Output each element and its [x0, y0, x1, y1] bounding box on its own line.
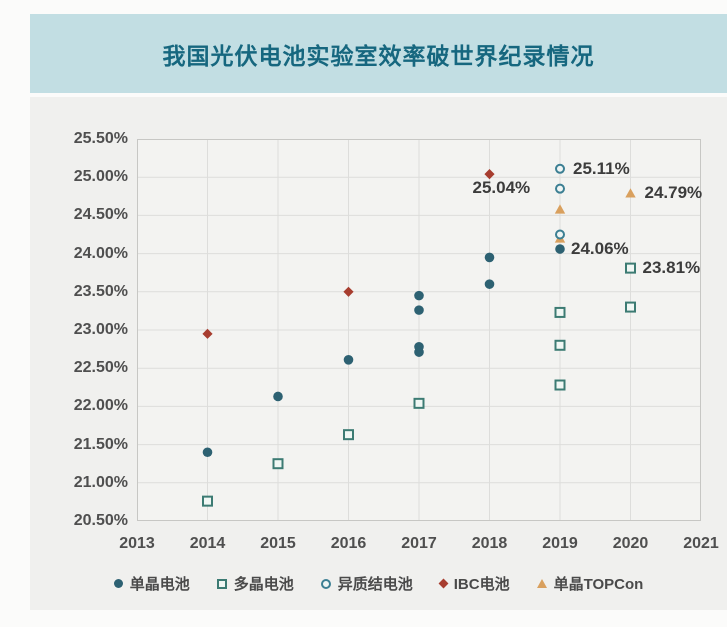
y-axis-tick: 25.00% — [73, 168, 128, 186]
filled-diamond-icon — [438, 578, 449, 589]
y-axis-tick: 24.00% — [73, 244, 128, 262]
point-mono — [343, 354, 354, 365]
point-poly — [625, 301, 636, 313]
plot-border — [137, 139, 701, 521]
legend-item-poly: 多晶电池 — [216, 573, 294, 594]
point-mono — [555, 244, 565, 254]
point-mono — [484, 279, 495, 289]
legend-item-hjt: 异质结电池 — [320, 573, 413, 594]
y-axis-tick: 21.50% — [73, 435, 128, 453]
chart-title-band: 我国光伏电池实验室效率破世界纪录情况 — [30, 14, 727, 93]
point-mono — [202, 447, 213, 458]
point-hjt — [555, 163, 565, 174]
legend-label: 单晶TOPCon — [553, 576, 644, 593]
x-axis-tick: 2013 — [119, 535, 155, 552]
open-square-icon — [216, 578, 227, 589]
open-circle-icon — [320, 578, 331, 589]
y-axis-tick: 22.50% — [73, 359, 128, 377]
point-poly — [554, 379, 566, 391]
point-mono — [273, 391, 283, 402]
data-label: 24.79% — [644, 183, 703, 203]
point-topcon — [625, 188, 636, 198]
point-mono — [484, 252, 495, 263]
x-axis-tick: 2020 — [612, 535, 649, 552]
point-mono — [414, 342, 424, 352]
data-label: 25.11% — [573, 158, 630, 178]
point-mono — [414, 305, 424, 315]
filled-triangle-icon — [536, 579, 547, 588]
point-poly — [554, 306, 566, 318]
x-axis-tick: 2019 — [542, 535, 578, 552]
x-axis-tick: 2014 — [189, 535, 226, 552]
chart-panel: 25.50% 25.00% 24.50% 24.00% 23.50% 23.00% 22.5… — [30, 97, 727, 610]
chart-legend: 单晶电池 多晶电池 异质结电池 IBC电池 单晶TOPCon — [30, 573, 727, 594]
y-axis-tick: 21.00% — [73, 473, 128, 491]
legend-label: 单晶电池 — [129, 576, 190, 593]
point-hjt — [555, 229, 565, 240]
point-poly — [272, 458, 284, 470]
point-mono — [414, 290, 424, 301]
legend-item-topcon: 单晶TOPCon — [536, 573, 644, 594]
legend-label: 多晶电池 — [233, 576, 294, 593]
point-poly — [202, 495, 213, 507]
chart-title: 我国光伏电池实验室效率破世界纪录情况 — [162, 42, 595, 69]
x-axis-tick: 2021 — [683, 535, 719, 552]
point-topcon — [554, 204, 566, 214]
y-axis-tick: 20.50% — [73, 512, 128, 529]
plot-area: 25.11% 25.04% 24.79% 24.06% 23.81% — [137, 139, 703, 521]
point-ibc — [343, 286, 354, 297]
data-label: 25.04% — [472, 178, 531, 198]
data-label: 24.06% — [571, 239, 629, 259]
y-axis-tick: 23.00% — [73, 321, 128, 338]
y-axis-tick: 22.00% — [73, 397, 128, 415]
point-poly — [413, 397, 425, 409]
y-axis-tick: 23.50% — [73, 282, 128, 300]
y-axis-tick: 24.50% — [73, 206, 128, 224]
plot-svg — [137, 139, 701, 521]
point-hjt — [555, 183, 565, 194]
x-axis-tick: 2015 — [260, 535, 296, 552]
point-poly — [343, 429, 354, 441]
x-axis-tick: 2018 — [471, 535, 508, 552]
filled-circle-icon — [113, 579, 123, 588]
x-axis-tick: 2017 — [401, 535, 437, 552]
legend-item-ibc: IBC电池 — [438, 573, 510, 594]
legend-item-mono: 单晶电池 — [113, 573, 190, 594]
point-poly — [625, 262, 636, 274]
legend-label: IBC电池 — [453, 576, 510, 593]
point-poly — [554, 339, 566, 351]
y-axis-tick: 25.50% — [73, 130, 128, 147]
data-label: 23.81% — [642, 258, 701, 278]
x-axis-tick: 2016 — [330, 535, 367, 552]
legend-label: 异质结电池 — [337, 576, 413, 593]
